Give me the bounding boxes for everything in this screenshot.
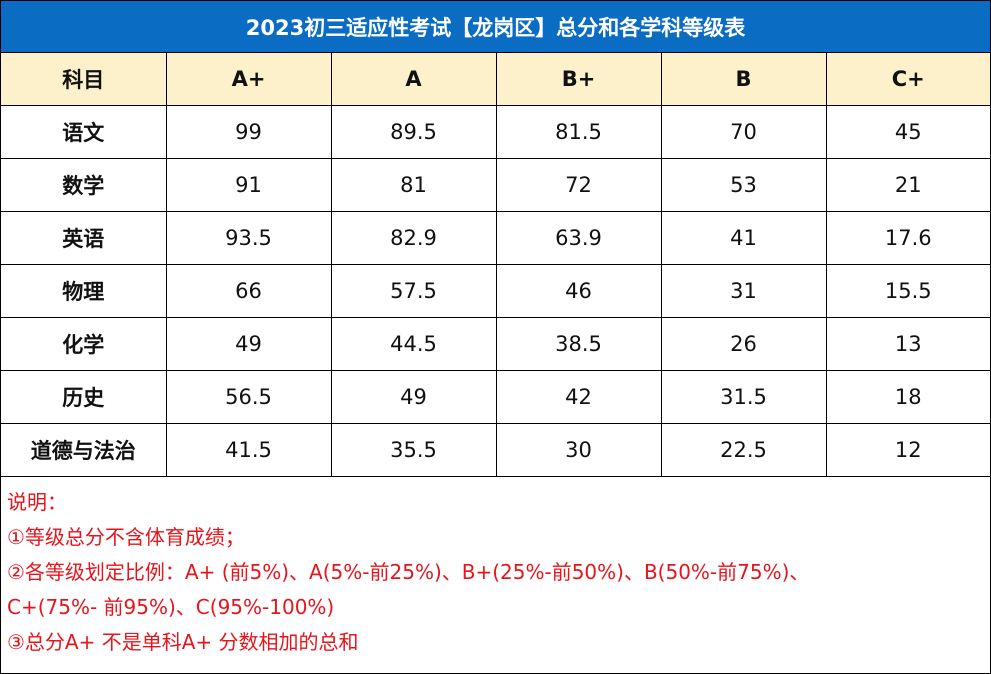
score-cell: 99 xyxy=(165,105,332,159)
header-grade-c-plus: C+ xyxy=(825,53,990,106)
header-grade-a-plus: A+ xyxy=(165,53,332,106)
score-cell: 30 xyxy=(495,423,662,477)
subject-cell: 历史 xyxy=(1,370,167,424)
table-row: 道德与法治 41.5 35.5 30 22.5 12 xyxy=(1,423,990,477)
score-cell: 56.5 xyxy=(165,370,332,424)
score-cell: 21 xyxy=(825,158,990,212)
subject-cell: 物理 xyxy=(1,264,167,318)
note-line-1: ①等级总分不含体育成绩； xyxy=(7,525,245,549)
score-cell: 63.9 xyxy=(495,211,662,265)
note-line-2: ②各等级划定比例：A+ (前5%)、A(5%-前25%)、B+(25%-前50%… xyxy=(7,560,810,584)
subject-cell: 数学 xyxy=(1,158,167,212)
score-cell: 26 xyxy=(660,317,827,371)
subject-cell: 语文 xyxy=(1,105,167,159)
score-cell: 44.5 xyxy=(330,317,497,371)
score-cell: 57.5 xyxy=(330,264,497,318)
table-row: 数学 91 81 72 53 21 xyxy=(1,158,990,212)
subject-cell: 道德与法治 xyxy=(1,423,167,477)
table-row: 语文 99 89.5 81.5 70 45 xyxy=(1,105,990,159)
notes-section: 说明： ①等级总分不含体育成绩； ②各等级划定比例：A+ (前5%)、A(5%-… xyxy=(7,485,982,660)
score-cell: 15.5 xyxy=(825,264,990,318)
score-cell: 66 xyxy=(165,264,332,318)
header-grade-b: B xyxy=(660,53,827,106)
score-cell: 22.5 xyxy=(660,423,827,477)
score-cell: 93.5 xyxy=(165,211,332,265)
grade-table: 科目 A+ A B+ B C+ 语文 99 89.5 81.5 70 45 数学… xyxy=(1,53,990,477)
score-cell: 45 xyxy=(825,105,990,159)
score-cell: 41.5 xyxy=(165,423,332,477)
header-subject: 科目 xyxy=(1,53,167,106)
table-row: 历史 56.5 49 42 31.5 18 xyxy=(1,370,990,424)
note-line-2-continued: C+(75%- 前95%)、C(95%-100%) xyxy=(7,595,335,619)
score-cell: 46 xyxy=(495,264,662,318)
subject-cell: 英语 xyxy=(1,211,167,265)
score-cell: 12 xyxy=(825,423,990,477)
table-row: 英语 93.5 82.9 63.9 41 17.6 xyxy=(1,211,990,265)
score-cell: 89.5 xyxy=(330,105,497,159)
score-cell: 53 xyxy=(660,158,827,212)
score-cell: 49 xyxy=(165,317,332,371)
subject-cell: 化学 xyxy=(1,317,167,371)
table-row: 物理 66 57.5 46 31 15.5 xyxy=(1,264,990,318)
score-cell: 18 xyxy=(825,370,990,424)
score-cell: 41 xyxy=(660,211,827,265)
score-cell: 81.5 xyxy=(495,105,662,159)
score-cell: 31 xyxy=(660,264,827,318)
score-cell: 72 xyxy=(495,158,662,212)
score-cell: 35.5 xyxy=(330,423,497,477)
score-cell: 38.5 xyxy=(495,317,662,371)
score-cell: 42 xyxy=(495,370,662,424)
score-cell: 82.9 xyxy=(330,211,497,265)
header-grade-b-plus: B+ xyxy=(495,53,662,106)
score-cell: 31.5 xyxy=(660,370,827,424)
score-cell: 91 xyxy=(165,158,332,212)
header-row: 科目 A+ A B+ B C+ xyxy=(1,53,990,106)
score-cell: 49 xyxy=(330,370,497,424)
score-cell: 70 xyxy=(660,105,827,159)
notes-heading: 说明： xyxy=(7,490,67,514)
score-cell: 13 xyxy=(825,317,990,371)
table-title: 2023初三适应性考试【龙岗区】总分和各学科等级表 xyxy=(1,1,990,53)
score-cell: 17.6 xyxy=(825,211,990,265)
note-line-3: ③总分A+ 不是单科A+ 分数相加的总和 xyxy=(7,630,359,654)
header-grade-a: A xyxy=(330,53,497,106)
table-row: 化学 49 44.5 38.5 26 13 xyxy=(1,317,990,371)
score-cell: 81 xyxy=(330,158,497,212)
